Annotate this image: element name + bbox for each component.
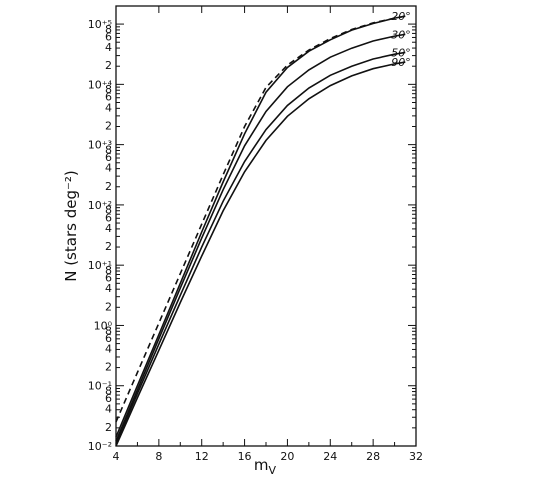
x-axis-label-subscript: V — [269, 464, 277, 477]
x-tick-label-6: 28 — [366, 450, 380, 463]
y-minor-label-2-3: 8 — [105, 264, 112, 277]
series-label-3: 50° — [391, 46, 411, 59]
y-minor-label-5-3: 8 — [105, 83, 112, 96]
y-minor-label-6-3: 8 — [105, 23, 112, 36]
y-minor-label-6-2: 6 — [105, 30, 112, 43]
y-minor-label-0-0: 2 — [105, 421, 112, 434]
y-minor-label-1-1: 4 — [105, 342, 112, 355]
y-decade-label-1: 10⁻¹ — [88, 380, 112, 393]
x-tick-label-1: 8 — [155, 450, 162, 463]
y-decade-label-6: 10⁺⁴ — [88, 78, 113, 91]
series-label-4: 90° — [391, 56, 411, 69]
y-minor-label-0-2: 6 — [105, 392, 112, 405]
y-decade-label-2: 10⁰ — [94, 319, 113, 332]
y-minor-label-1-0: 2 — [105, 361, 112, 374]
series-label-1: 20° — [391, 10, 411, 23]
y-minor-label-6-0: 2 — [105, 59, 112, 72]
y-decade-label-4: 10⁺² — [88, 199, 112, 212]
x-tick-label-5: 24 — [323, 450, 337, 463]
series-label-2: 30° — [391, 28, 411, 41]
series-line-4 — [115, 61, 406, 447]
y-axis-ticks: 10⁻²246810⁻¹246810⁰246810⁺¹246810⁺²24681… — [88, 18, 416, 453]
x-axis-label: mV — [254, 456, 277, 477]
y-minor-label-3-0: 2 — [105, 240, 112, 253]
y-minor-label-4-1: 4 — [105, 162, 112, 175]
y-minor-label-3-3: 8 — [105, 204, 112, 217]
y-minor-label-5-1: 4 — [105, 101, 112, 114]
y-minor-label-3-2: 6 — [105, 211, 112, 224]
x-tick-label-2: 12 — [195, 450, 209, 463]
y-minor-label-5-0: 2 — [105, 119, 112, 132]
y-minor-label-1-2: 6 — [105, 332, 112, 345]
y-decade-label-5: 10⁺³ — [88, 139, 112, 152]
y-decade-label-3: 10⁺¹ — [88, 259, 112, 272]
y-minor-label-2-1: 4 — [105, 282, 112, 295]
y-decade-label-0: 10⁻² — [88, 440, 112, 453]
y-minor-label-1-3: 8 — [105, 324, 112, 337]
x-tick-label-0: 4 — [113, 450, 120, 463]
x-axis-label-main: m — [254, 456, 269, 474]
y-minor-label-4-0: 2 — [105, 180, 112, 193]
y-decade-label-7: 10⁺⁵ — [88, 18, 112, 31]
y-minor-label-0-1: 4 — [105, 403, 112, 416]
y-minor-label-6-1: 4 — [105, 41, 112, 54]
series-line-0 — [115, 15, 406, 423]
y-minor-label-5-2: 6 — [105, 91, 112, 104]
y-minor-label-3-1: 4 — [105, 222, 112, 235]
y-axis-label: N (stars deg⁻²) — [62, 170, 80, 282]
series-labels: 20° 30° 50°90° — [391, 10, 411, 69]
x-tick-label-3: 16 — [238, 450, 252, 463]
y-minor-label-0-3: 8 — [105, 385, 112, 398]
x-tick-label-4: 20 — [280, 450, 294, 463]
series-line-2 — [115, 33, 406, 442]
series-group — [115, 15, 406, 447]
series-line-3 — [115, 51, 406, 444]
y-minor-label-4-3: 8 — [105, 143, 112, 156]
y-minor-label-2-2: 6 — [105, 272, 112, 285]
x-tick-label-7: 32 — [409, 450, 423, 463]
y-minor-label-2-0: 2 — [105, 300, 112, 313]
x-axis-ticks: 4 8 12 16 20 24 28 32 — [113, 6, 423, 463]
series-line-1 — [115, 15, 406, 438]
y-minor-label-4-2: 6 — [105, 151, 112, 164]
